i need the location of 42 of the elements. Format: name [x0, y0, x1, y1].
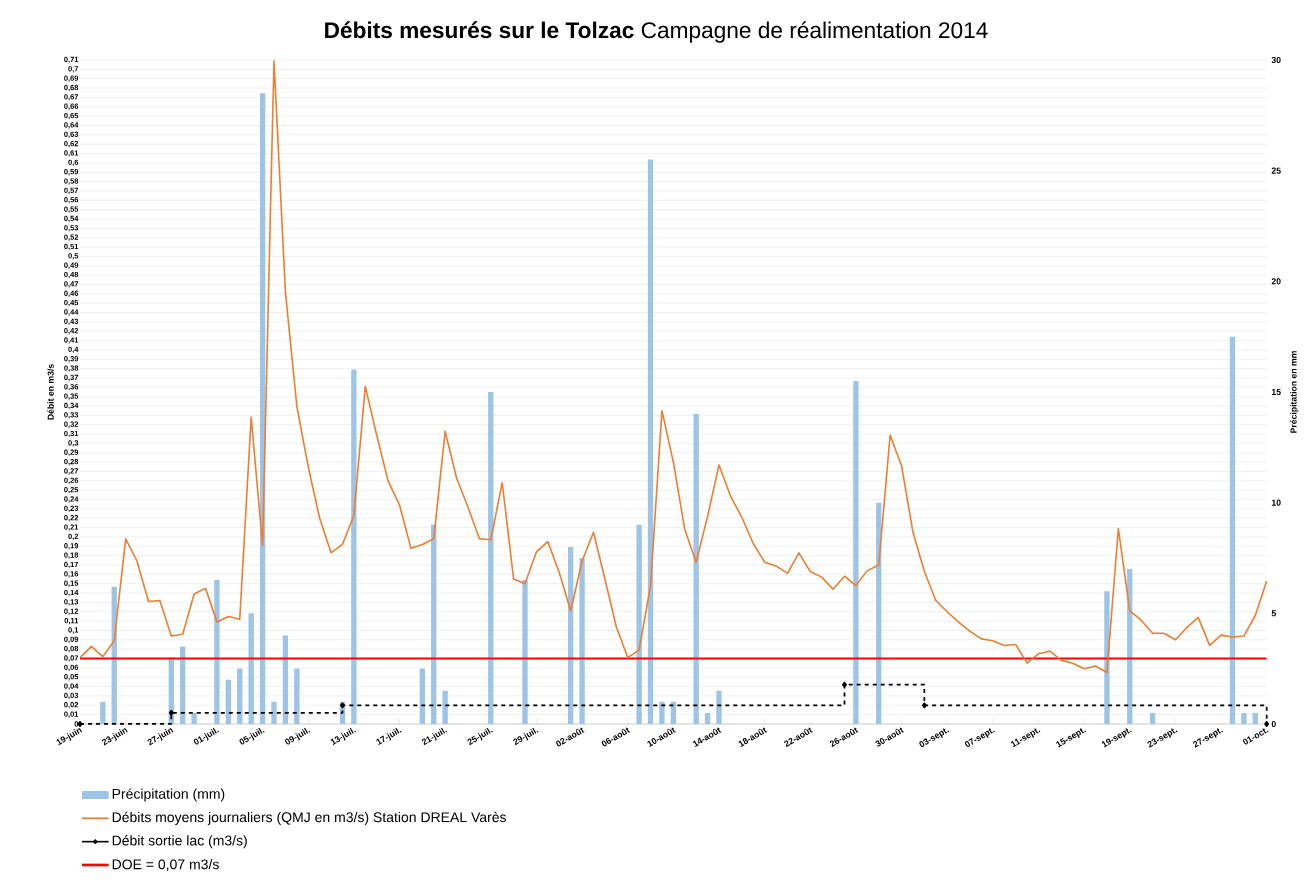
legend-label: Précipitation (mm) — [112, 788, 225, 802]
y2-tick-label: 15 — [1271, 388, 1281, 396]
line-series — [79, 60, 1268, 674]
y2-axis-title: Précipitation en mm — [1290, 351, 1299, 433]
bar — [237, 668, 243, 724]
bar — [1241, 712, 1247, 724]
bar — [248, 613, 254, 724]
bar — [294, 668, 300, 724]
bar — [1229, 336, 1236, 724]
bar — [716, 690, 722, 724]
bar — [659, 701, 665, 724]
y2-tick-label: 5 — [1271, 610, 1276, 617]
bar — [191, 712, 197, 724]
chart-title: Débits mesurés sur le Tolzac Campagne de réalimentation 2014 — [325, 21, 988, 43]
bar — [214, 580, 220, 724]
bar — [488, 391, 494, 724]
bar — [351, 369, 357, 724]
bar — [670, 701, 677, 724]
y2-tick-label: 0 — [1271, 720, 1276, 728]
bar — [704, 712, 711, 724]
y2-tick-label: 20 — [1271, 278, 1281, 285]
bar — [647, 159, 654, 724]
y-axis-title: Débit en m3/s — [47, 364, 54, 420]
bar — [442, 690, 448, 724]
y2-tick-label: 25 — [1271, 167, 1281, 174]
bar — [100, 701, 106, 724]
legend-label: Débits moyens journaliers (QMJ en m3/s) Station DREAL Varès — [112, 811, 507, 825]
bar — [225, 679, 232, 724]
bar — [282, 635, 289, 724]
bar — [579, 557, 585, 724]
y2-tick-label: 30 — [1271, 56, 1281, 64]
bar — [1252, 712, 1258, 724]
bar — [419, 668, 425, 724]
y2-tick-label: 10 — [1271, 499, 1281, 506]
legend-label: Débit sortie lac (m3/s) — [112, 835, 247, 849]
legend-label: DOE = 0,07 m3/s — [112, 859, 219, 871]
bar — [1149, 712, 1156, 724]
bar — [636, 524, 642, 724]
bar — [522, 580, 528, 724]
bar — [693, 414, 699, 724]
bar — [271, 701, 277, 724]
bar — [853, 380, 859, 724]
